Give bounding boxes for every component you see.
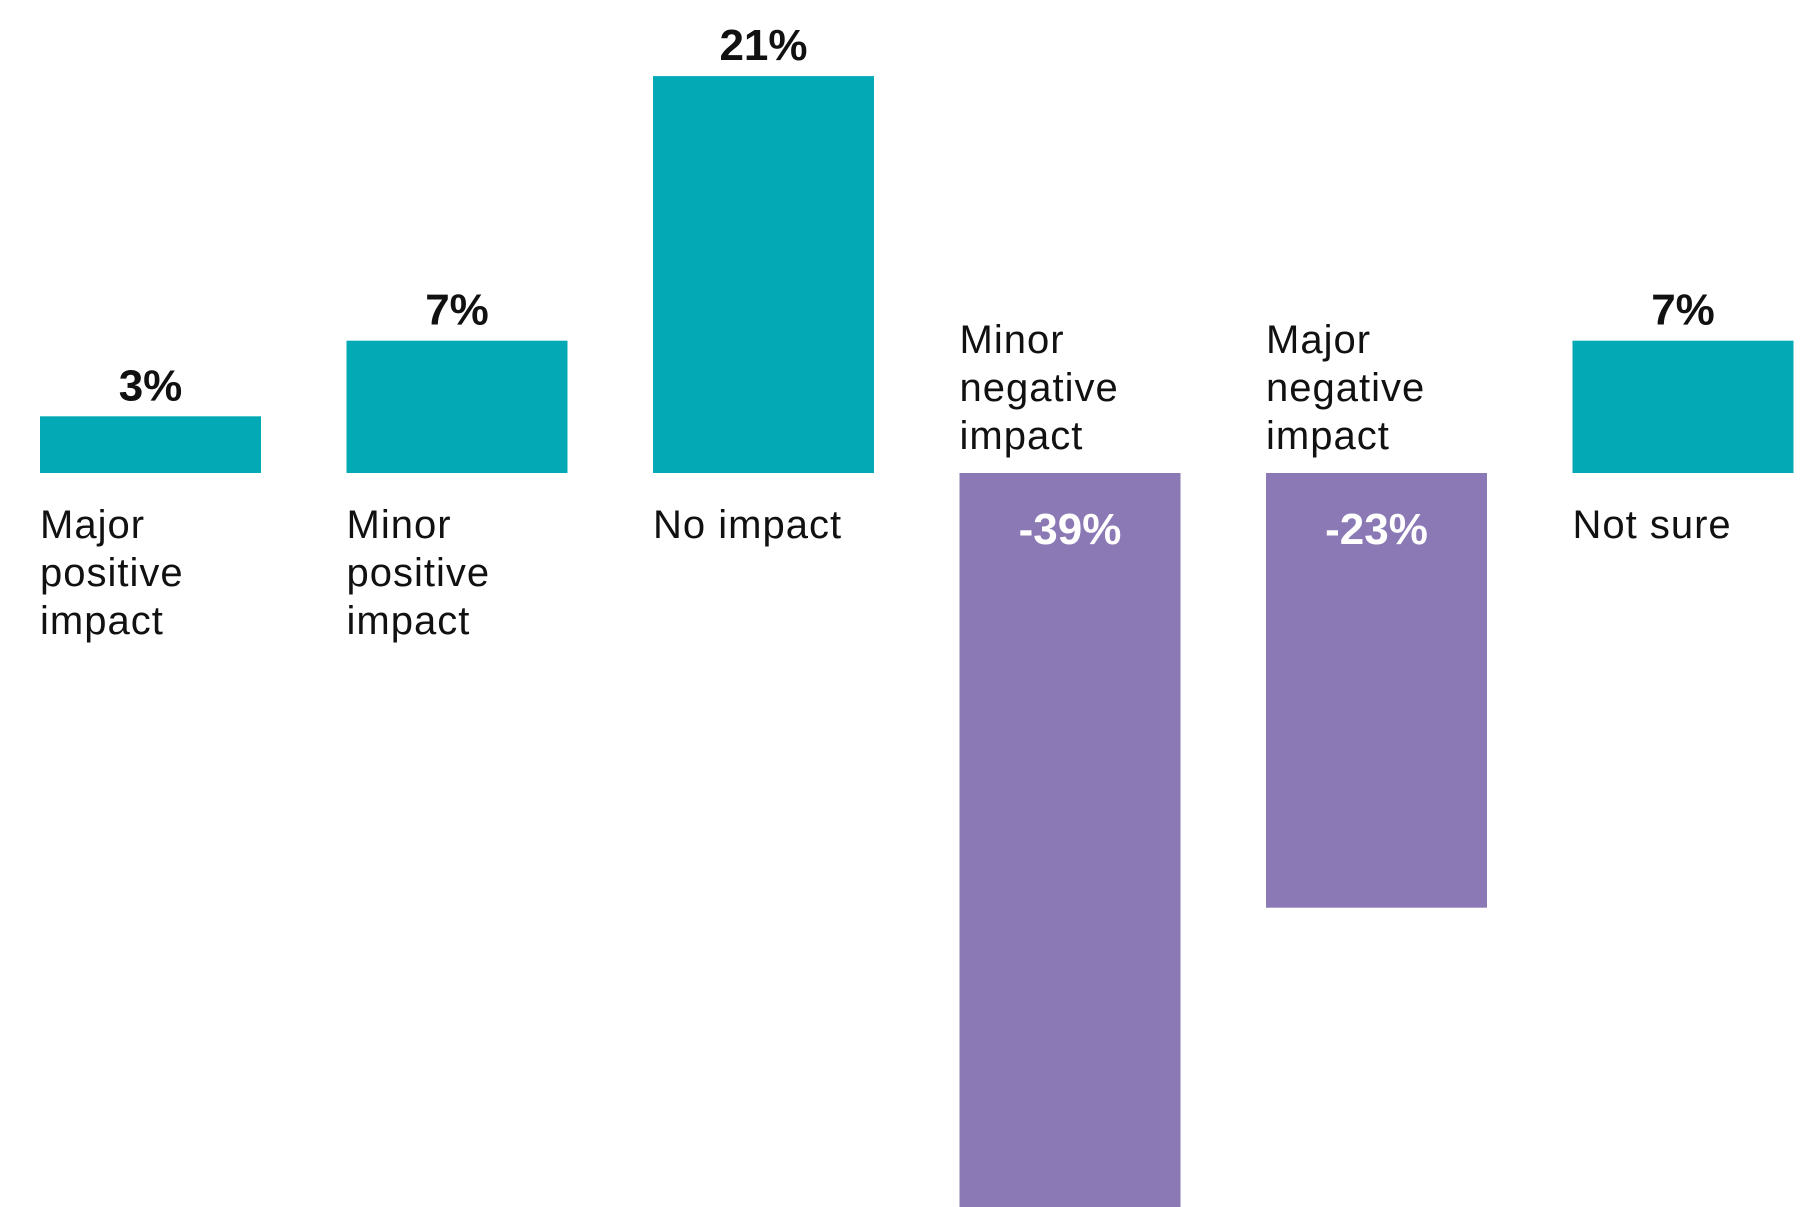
category-label-line: positive: [40, 551, 184, 595]
value-label-major-positive-impact: 3%: [119, 361, 183, 410]
category-label-line: positive: [347, 551, 491, 595]
value-label-not-sure: 7%: [1651, 286, 1715, 335]
bar-minor-positive-impact: [346, 340, 568, 473]
category-label-line: impact: [347, 599, 471, 643]
category-label-not-sure: Not sure: [1573, 503, 1732, 547]
category-label-minor-negative-impact: Minor negative impact: [960, 318, 1119, 458]
category-label-line: impact: [960, 414, 1084, 458]
category-label-line: Minor: [960, 318, 1065, 362]
bar-no-impact: [653, 76, 874, 473]
category-label-no-impact: No impact: [653, 503, 842, 547]
category-label-line: negative: [960, 366, 1119, 410]
bar-major-positive-impact: [40, 416, 261, 473]
category-label-line: Major: [40, 503, 145, 547]
category-label-major-positive-impact: Major positive impact: [40, 503, 184, 643]
category-label-minor-positive-impact: Minor positive impact: [347, 503, 491, 643]
bar-major-negative-impact: [1266, 473, 1487, 908]
value-label-no-impact: 21%: [719, 21, 807, 70]
category-label-line: Major: [1266, 318, 1371, 362]
category-label-major-negative-impact: Major negative impact: [1266, 318, 1425, 458]
category-label-line: Minor: [347, 503, 452, 547]
category-label-line: negative: [1266, 366, 1425, 410]
value-label-minor-positive-impact: 7%: [425, 286, 489, 335]
category-label-line: No impact: [653, 503, 842, 547]
value-label-minor-negative-impact: -39%: [1019, 505, 1122, 554]
category-label-line: impact: [40, 599, 164, 643]
value-label-major-negative-impact: -23%: [1325, 505, 1428, 554]
category-label-line: Not sure: [1573, 503, 1732, 547]
category-label-line: impact: [1266, 414, 1390, 458]
value-labels-group: 3% 7% 21% -39% -23% 7%: [119, 21, 1715, 554]
bars-group: [40, 76, 1794, 1207]
bar-minor-negative-impact: [959, 473, 1181, 1207]
bar-not-sure: [1572, 340, 1794, 473]
